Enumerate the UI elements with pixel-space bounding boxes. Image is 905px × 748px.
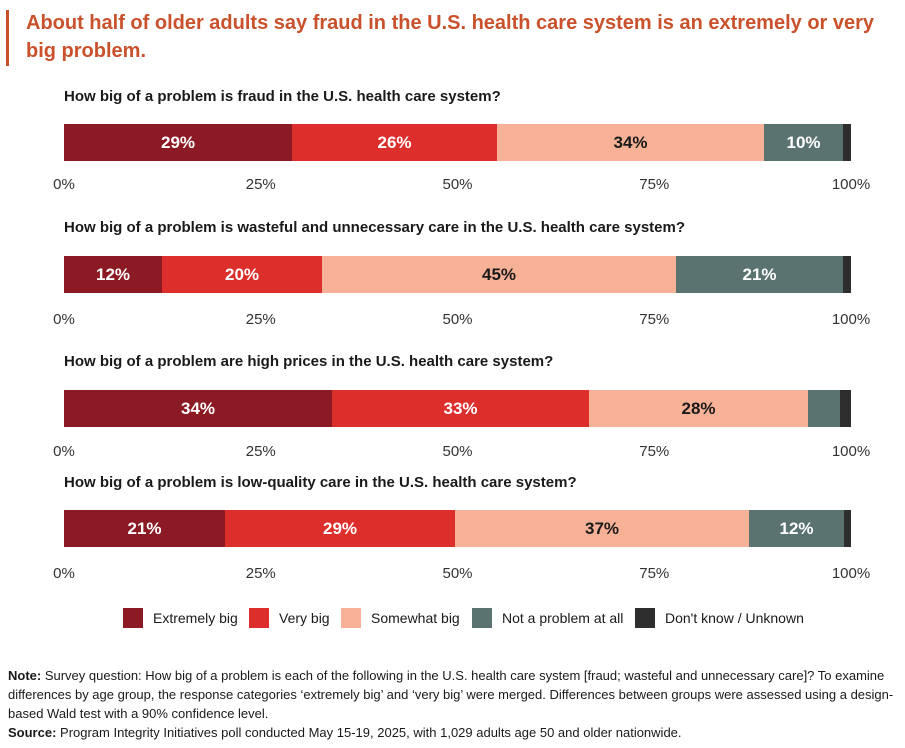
x-tick-label: 0% [53,311,75,328]
bar-segment [676,256,843,293]
data-label: 45% [481,265,517,284]
stacked-bar: 12% 20% 45% 21% [64,256,851,293]
title-accent-bar [6,10,9,66]
stacked-bar: 34% 33% 28% [64,390,851,427]
bar-segment [225,510,455,547]
stacked-bar: 29% 26% 34% 10% [64,124,851,161]
x-tick-label: 75% [639,443,670,460]
x-tick-label: 25% [245,176,276,193]
x-tick-label: 0% [53,565,75,582]
legend-swatch [635,608,655,628]
note-label: Note: [8,668,42,683]
bar-segment [64,256,162,293]
x-tick-label: 75% [639,565,670,582]
bar-segment [843,256,851,293]
legend-item-very-big: Very big [249,608,330,628]
bar-segment [844,510,851,547]
data-label: 33% [443,399,478,418]
x-tick-label: 0% [53,176,75,193]
x-tick-label: 0% [53,443,75,460]
data-label: 37% [584,519,620,538]
x-tick-label: 75% [639,176,670,193]
source-label: Source: [8,725,57,740]
x-tick-label: 25% [245,565,276,582]
chart-question-title: How big of a problem is low-quality care… [64,474,577,491]
x-tick-label: 50% [442,565,473,582]
bar-segment [162,256,322,293]
data-label: 26% [377,133,412,152]
bar-segment [64,510,225,547]
data-label: 29% [160,133,196,152]
data-label: 29% [322,519,358,538]
data-label: 21% [127,519,162,538]
footnote: Note: Survey question: How big of a prob… [8,666,900,742]
bar-segment [64,124,292,161]
chart-question-title: How big of a problem are high prices in … [64,353,554,370]
data-label: 12% [779,519,814,538]
x-tick-label: 50% [442,443,473,460]
source-text: Program Integrity Initiatives poll condu… [56,725,682,740]
data-label: 12% [95,265,131,284]
bar-segment [292,124,497,161]
legend-swatch [341,608,361,628]
x-tick-label: 100% [831,443,871,460]
legend-item-not-a-problem: Not a problem at all [472,608,623,628]
legend-label: Don't know / Unknown [665,610,804,626]
legend-label: Somewhat big [371,610,460,626]
data-label: 34% [180,399,216,418]
x-tick-label: 75% [639,311,670,328]
note-text: Survey question: How big of a problem is… [8,668,894,721]
bar-segment [764,124,843,161]
data-label: 20% [224,265,260,284]
legend-item-extremely-big: Extremely big [123,608,238,628]
bar-segment [843,124,851,161]
legend-label: Not a problem at all [502,610,624,626]
stacked-bar: 21% 29% 37% 12% [64,510,851,547]
data-label: 34% [613,133,648,152]
x-tick-label: 25% [245,311,276,328]
bar-segment [455,510,749,547]
legend-label: Very big [279,610,330,626]
chart-question-title: How big of a problem is fraud in the U.S… [64,88,501,105]
bar-segment [749,510,844,547]
data-label: 10% [786,133,821,152]
legend-swatch [472,608,492,628]
bar-segment [808,390,840,427]
bar-segment [589,390,808,427]
bar-segment [64,390,332,427]
x-tick-label: 100% [831,176,871,193]
legend-label: Extremely big [153,610,238,626]
bar-segment [332,390,589,427]
x-tick-label: 100% [831,565,871,582]
bar-segment [840,390,851,427]
legend-item-somewhat-big: Somewhat big [341,608,460,628]
bar-segment [497,124,764,161]
x-tick-label: 50% [442,311,473,328]
data-label: 21% [742,265,777,284]
data-label: 28% [681,399,716,418]
chart-question-title: How big of a problem is wasteful and unn… [64,219,686,236]
x-tick-label: 25% [245,443,276,460]
legend-swatch [123,608,143,628]
x-tick-label: 100% [831,311,871,328]
x-tick-label: 50% [442,176,473,193]
page-title: About half of older adults say fraud in … [26,12,875,62]
legend-item-dont-know: Don't know / Unknown [635,608,804,628]
legend-swatch [249,608,269,628]
bar-segment [322,256,676,293]
